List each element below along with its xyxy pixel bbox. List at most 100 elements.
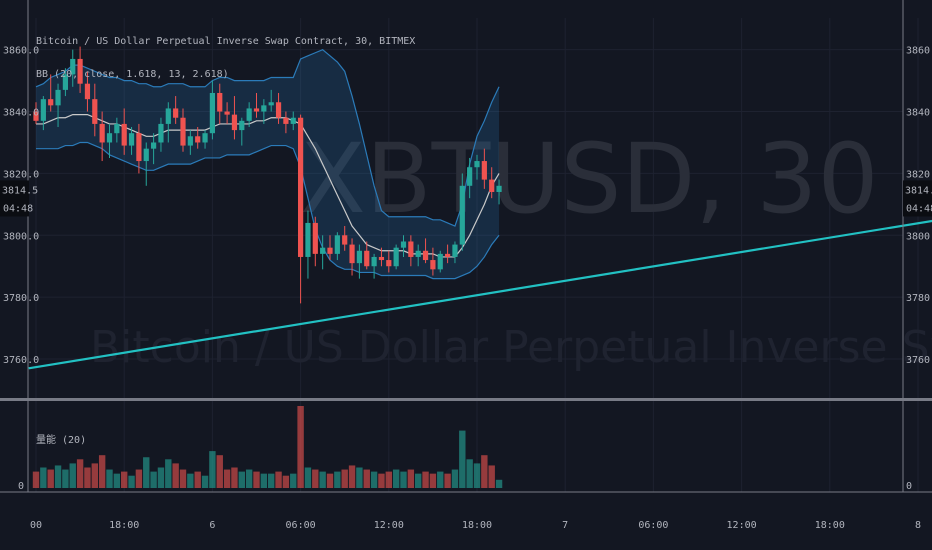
candle-body — [400, 241, 407, 248]
volume-bar — [165, 459, 172, 488]
volume-bar — [135, 469, 143, 488]
candle-body — [121, 123, 127, 146]
price-tags: 3814.5 04:48 3814.5 04:48 — [0, 180, 932, 217]
legend-volume: 量能 (20) — [36, 433, 86, 446]
volume-bar — [444, 473, 451, 488]
volume-bar — [268, 473, 275, 488]
candle-body — [393, 247, 399, 267]
volume-bar — [495, 479, 503, 488]
candle-body — [378, 256, 385, 261]
candle-body — [151, 142, 157, 149]
volume-bar — [209, 451, 216, 488]
volume-bar — [334, 471, 341, 488]
grid — [28, 18, 919, 492]
trendline[interactable] — [28, 214, 932, 370]
candle-body — [489, 179, 495, 192]
y-tick-label-right: 3800.0 — [906, 231, 932, 242]
x-tick-label: 12:00 — [374, 520, 404, 531]
candle-body — [312, 222, 318, 254]
bb-fill — [36, 49, 500, 279]
candle-body — [55, 89, 61, 106]
y-tick-label-left: 3860.0 — [3, 46, 39, 57]
candle-body — [261, 105, 267, 112]
candle-body — [84, 83, 91, 100]
volume-bar — [113, 473, 121, 488]
x-tick-label: 06:00 — [286, 520, 316, 531]
candle-body — [459, 185, 465, 245]
candle-body — [246, 108, 252, 121]
volume-bar — [459, 430, 466, 488]
candle-body — [33, 111, 39, 121]
candle-body — [445, 253, 451, 257]
legend: Bitcoin / US Dollar Perpetual Inverse Sw… — [36, 36, 415, 446]
volume-bar — [363, 469, 370, 488]
volume-bar — [106, 469, 113, 488]
candle-body — [415, 250, 421, 257]
volume-bar — [348, 465, 356, 488]
volume-bar — [157, 467, 165, 488]
candle-body — [173, 108, 179, 118]
volume-bar — [378, 473, 385, 488]
bollinger-bands — [35, 48, 500, 280]
bb-basis-line — [36, 114, 500, 258]
candle-body — [48, 99, 54, 106]
candle-body — [422, 250, 429, 261]
y-tick-label-right: 3780.0 — [906, 293, 932, 304]
volume-bar — [451, 469, 459, 488]
volume-bar — [370, 471, 378, 488]
volume-bar — [216, 455, 223, 488]
volume-bar — [245, 469, 253, 488]
x-tick-label: 12:00 — [727, 520, 757, 531]
volume-bar — [91, 463, 98, 488]
candle-body — [62, 74, 68, 90]
volume-bar — [312, 469, 319, 488]
candle-body — [70, 58, 76, 75]
volume-bar — [437, 471, 444, 488]
candle-body — [180, 117, 186, 146]
candle-body — [217, 92, 223, 112]
volume-bar — [326, 473, 334, 488]
volume-tick-label-left: 0 — [18, 481, 24, 492]
price-tag-value-right: 3814.5 — [905, 185, 932, 196]
candle-body — [481, 161, 487, 180]
candle-body — [430, 260, 436, 270]
candle-body — [239, 120, 245, 131]
x-tick-label: 18:00 — [462, 520, 492, 531]
volume-bar — [231, 467, 238, 488]
trendline-segment — [28, 219, 932, 370]
candle-body — [136, 133, 142, 162]
volume-bar — [304, 467, 312, 488]
candle-body — [298, 117, 304, 257]
price-tag-timer-left: 04:48 — [3, 203, 33, 214]
candle-body — [40, 99, 46, 121]
x-tick-label: 06:00 — [638, 520, 668, 531]
volume-bar — [488, 465, 495, 488]
watermark: XBTUSD, 30 Bitcoin / US Dollar Perpetual… — [90, 123, 932, 373]
bb-upper-line — [35, 48, 500, 227]
y-tick-label-right: 3840.0 — [906, 108, 932, 119]
volume-bar — [223, 469, 231, 488]
y-tick-label-left: 3800.0 — [3, 231, 39, 242]
candle-body — [187, 136, 193, 146]
volume-bar — [76, 459, 84, 488]
volume-bar — [466, 459, 473, 488]
volume-bar — [121, 471, 128, 488]
volume-bar — [194, 471, 201, 488]
candle-body — [224, 111, 230, 115]
volume-bar — [179, 469, 187, 488]
candle-body — [92, 99, 98, 124]
candle-body — [356, 250, 362, 264]
candle-body — [202, 133, 208, 143]
price-tag-right — [903, 180, 932, 217]
volume-bar — [422, 471, 429, 488]
volume-bar — [392, 469, 400, 488]
x-tick-label: 6 — [209, 520, 215, 531]
volume-bar — [69, 463, 76, 488]
volume-bar — [429, 473, 437, 488]
legend-title: Bitcoin / US Dollar Perpetual Inverse Sw… — [36, 36, 415, 47]
candle-body — [364, 250, 370, 267]
candle-body — [342, 235, 348, 245]
y-tick-label-right: 3860.0 — [906, 46, 932, 57]
candle-body — [275, 102, 282, 118]
